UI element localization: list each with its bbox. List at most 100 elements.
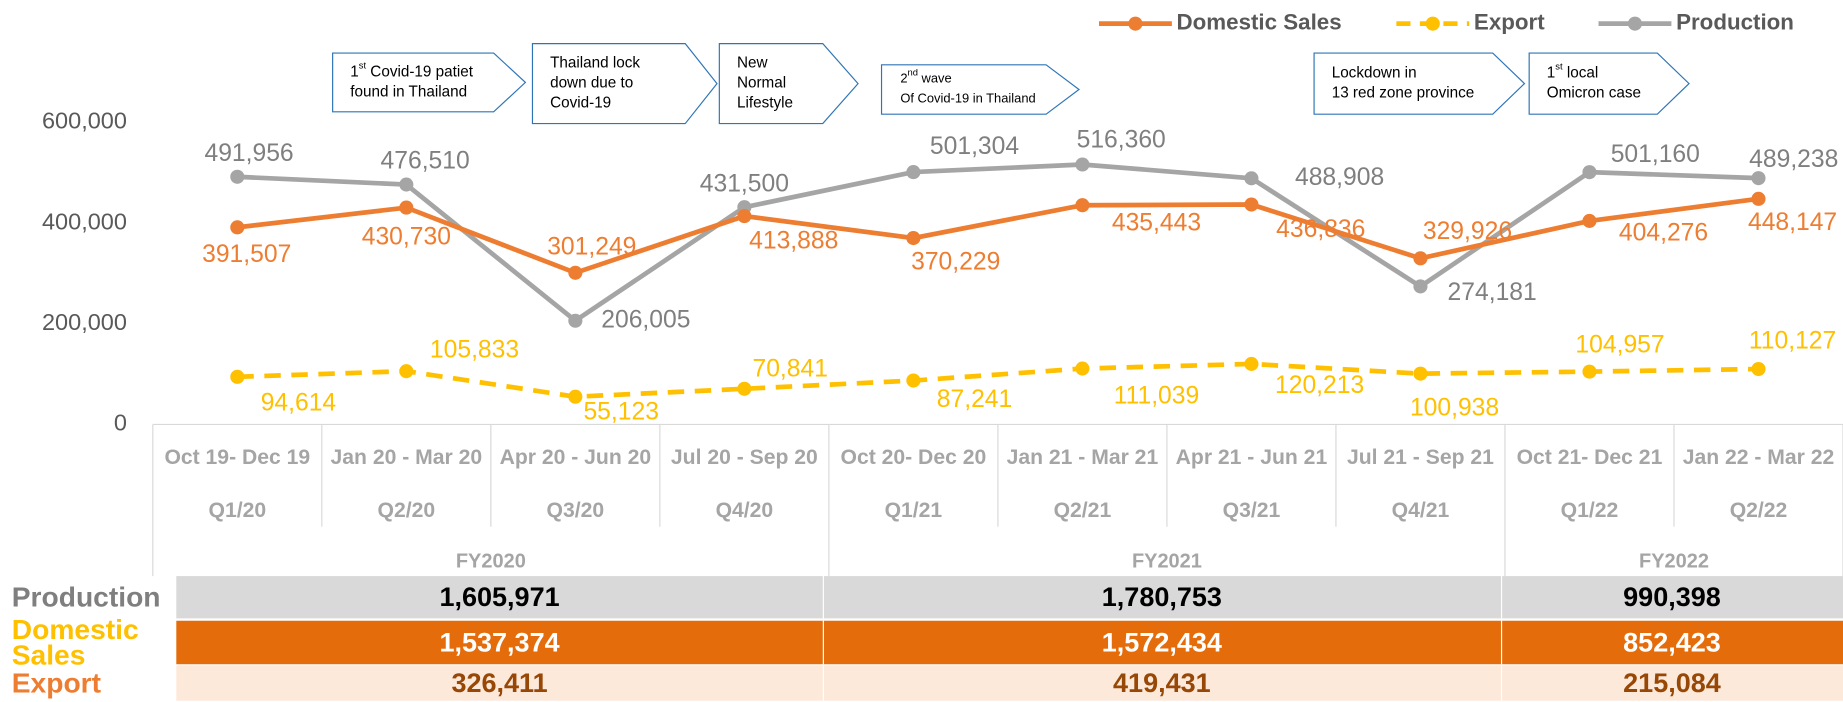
point <box>1751 361 1766 377</box>
period-label: Apr 20 - Jun 20 <box>500 446 652 469</box>
data-label: 100,938 <box>1410 394 1499 421</box>
data-label: 516,360 <box>1077 127 1166 154</box>
y-tick-label: 600,000 <box>42 108 127 134</box>
point <box>568 389 583 404</box>
annotation-text: 13 red zone province <box>1332 85 1475 102</box>
series-line <box>237 361 1759 400</box>
data-label: 448,147 <box>1748 209 1837 236</box>
legend-marker <box>1627 16 1643 31</box>
point <box>1751 191 1766 206</box>
annotation-segment: 1 <box>350 63 359 80</box>
annotation-text: Of Covid-19 in Thailand <box>900 91 1035 106</box>
table-value: 1,780,753 <box>1102 582 1222 612</box>
legend-label: Domestic Sales <box>1177 10 1342 35</box>
point <box>1751 171 1766 186</box>
annotation-segment: local <box>1563 65 1599 82</box>
annotation-segment: Lifestyle <box>737 95 793 112</box>
point <box>1244 356 1259 371</box>
data-label: 435,443 <box>1112 210 1201 237</box>
data-label: 431,500 <box>700 170 789 197</box>
quarter-label: Q1/22 <box>1561 499 1619 522</box>
point <box>1582 213 1597 228</box>
table-cell <box>823 620 1501 665</box>
annotation-segment: found in Thailand <box>350 83 467 100</box>
data-label: 110,127 <box>1749 327 1836 354</box>
row-label: Sales <box>12 639 86 671</box>
annotation-segment: Lockdown in <box>1332 65 1417 82</box>
table-cell <box>1502 620 1843 665</box>
data-label: 87,241 <box>937 386 1012 413</box>
fiscal-year-label: FY2021 <box>1132 550 1202 572</box>
row-label: Production <box>12 580 161 612</box>
data-label: 501,304 <box>930 133 1019 160</box>
point <box>230 220 245 235</box>
data-label: 55,123 <box>583 399 658 426</box>
quarter-label: Q3/20 <box>547 499 605 522</box>
table-cell <box>1502 576 1843 619</box>
annotation-segment: wave <box>918 71 952 86</box>
data-label: 104,957 <box>1575 331 1664 358</box>
annotation-segment: down due to <box>550 75 633 92</box>
data-label: 70,841 <box>752 356 827 383</box>
period-label: Jul 21 - Sep 21 <box>1347 446 1494 469</box>
annotation-segment: New <box>737 55 769 72</box>
point <box>230 169 245 184</box>
annotation-segment: 2 <box>900 71 907 86</box>
table-value: 215,084 <box>1623 668 1721 698</box>
annotation-segment: 1 <box>1547 65 1556 82</box>
annotation-text: Thailand lock <box>550 55 640 72</box>
quarter-label: Q3/21 <box>1223 499 1281 522</box>
point <box>906 373 921 388</box>
data-label: 206,005 <box>601 306 690 333</box>
point <box>568 265 583 280</box>
point <box>568 313 583 328</box>
point <box>399 200 414 215</box>
period-label: Jul 20 - Sep 20 <box>671 446 818 469</box>
row-label: Export <box>12 666 102 698</box>
data-label: 370,229 <box>911 248 1000 275</box>
legend-marker <box>1128 16 1143 31</box>
y-tick-label: 200,000 <box>42 309 127 335</box>
annotation-arrow <box>531 43 718 125</box>
annotation-arrow <box>332 52 527 113</box>
point <box>230 369 245 384</box>
point <box>1582 165 1597 180</box>
row-label: Domestic <box>12 613 139 645</box>
point <box>1582 364 1597 379</box>
annotation-text: Lockdown in <box>1332 65 1417 82</box>
point <box>1244 197 1259 212</box>
annotation-text: New <box>737 55 769 72</box>
quarter-label: Q4/20 <box>716 499 774 522</box>
period-label: Apr 21 - Jun 21 <box>1176 446 1328 469</box>
annotation-segment: Thailand lock <box>550 55 640 72</box>
data-label: 430,730 <box>362 224 451 251</box>
point <box>399 364 414 379</box>
annotation-text: Lifestyle <box>737 95 793 112</box>
annotation-text: 2nd wave <box>900 67 951 86</box>
data-label: 489,238 <box>1749 146 1838 173</box>
quarter-label: Q2/21 <box>1054 499 1112 522</box>
annotation-segment: st <box>1555 61 1563 72</box>
table-value: 419,431 <box>1113 668 1211 698</box>
annotation-segment: Normal <box>737 75 786 92</box>
annotation-arrow <box>1528 52 1690 115</box>
quarter-label: Q4/21 <box>1392 499 1450 522</box>
data-label: 488,908 <box>1295 164 1384 191</box>
point <box>1244 171 1259 186</box>
annotation-segment: Of Covid-19 in Thailand <box>900 91 1035 106</box>
annotation-segment: nd <box>908 67 918 78</box>
point <box>1413 251 1428 266</box>
point <box>906 165 921 180</box>
table-value: 852,423 <box>1623 627 1721 657</box>
quarter-label: Q1/20 <box>209 499 267 522</box>
y-tick-label: 400,000 <box>42 208 127 234</box>
annotation-arrow <box>880 64 1080 115</box>
annotation-text: down due to <box>550 75 633 92</box>
quarter-label: Q2/22 <box>1730 499 1788 522</box>
table-cell <box>176 576 823 619</box>
point <box>737 209 752 224</box>
legend-label: Export <box>1474 10 1545 35</box>
table-cell <box>176 665 823 701</box>
data-label: 274,181 <box>1448 279 1537 306</box>
